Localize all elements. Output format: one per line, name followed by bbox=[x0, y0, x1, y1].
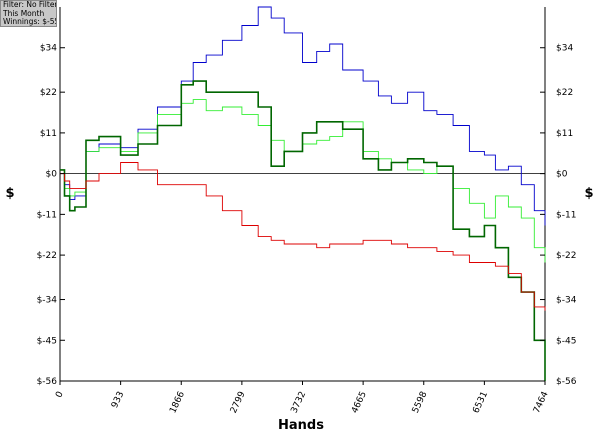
y-tick-label-right: $-45 bbox=[556, 336, 576, 346]
y-tick-label-left: $-11 bbox=[37, 210, 57, 220]
period-text: This Month bbox=[3, 9, 45, 18]
y-tick-label-left: $-22 bbox=[37, 251, 57, 261]
x-tick-label: 6531 bbox=[471, 390, 490, 415]
x-tick-label: 3732 bbox=[289, 390, 308, 415]
y-tick-label-left: $11 bbox=[40, 129, 57, 139]
series-line-2 bbox=[60, 99, 546, 263]
x-tick-label: 933 bbox=[110, 390, 126, 410]
x-tick-label: 7464 bbox=[532, 390, 551, 415]
y-tick-label-right: $-11 bbox=[556, 210, 576, 220]
series-line-3 bbox=[60, 80, 546, 381]
x-tick-label: 2799 bbox=[229, 390, 248, 415]
y-tick-label-left: $-45 bbox=[37, 336, 57, 346]
y-tick-label-right: $-22 bbox=[556, 251, 576, 261]
y-tick-label-right: $-34 bbox=[556, 296, 577, 306]
y-axis-title-left: $ bbox=[5, 186, 14, 201]
y-tick-label-left: $34 bbox=[40, 44, 57, 54]
plot-frame bbox=[59, 7, 546, 382]
series-line-1 bbox=[60, 6, 546, 226]
x-axis-title: Hands bbox=[278, 418, 324, 433]
y-tick-label-left: $0 bbox=[46, 170, 58, 180]
x-tick-label: 5598 bbox=[411, 390, 430, 415]
y-tick-label-left: $-56 bbox=[37, 377, 58, 387]
y-tick-label-right: $22 bbox=[556, 88, 573, 98]
y-tick-label-right: $34 bbox=[556, 44, 573, 54]
y-tick-label-right: $-56 bbox=[556, 377, 577, 387]
winnings-text: Winnings: $-55.94 bbox=[3, 18, 56, 27]
x-tick-label: 4665 bbox=[350, 390, 369, 415]
x-tick-label: 0 bbox=[54, 390, 66, 400]
y-tick-label-right: $0 bbox=[556, 170, 568, 180]
filter-text: Filter: No Filter bbox=[3, 1, 56, 9]
y-tick-label-right: $11 bbox=[556, 129, 573, 139]
y-tick-label-left: $22 bbox=[40, 88, 57, 98]
series-line-4 bbox=[60, 162, 546, 311]
series-layer bbox=[60, 6, 546, 381]
y-axis-title-right: $ bbox=[584, 186, 593, 201]
y-tick-label-left: $-34 bbox=[37, 296, 58, 306]
filter-info-box: Filter: No Filter This Month Winnings: $… bbox=[0, 0, 57, 27]
x-tick-label: 1866 bbox=[168, 390, 187, 415]
